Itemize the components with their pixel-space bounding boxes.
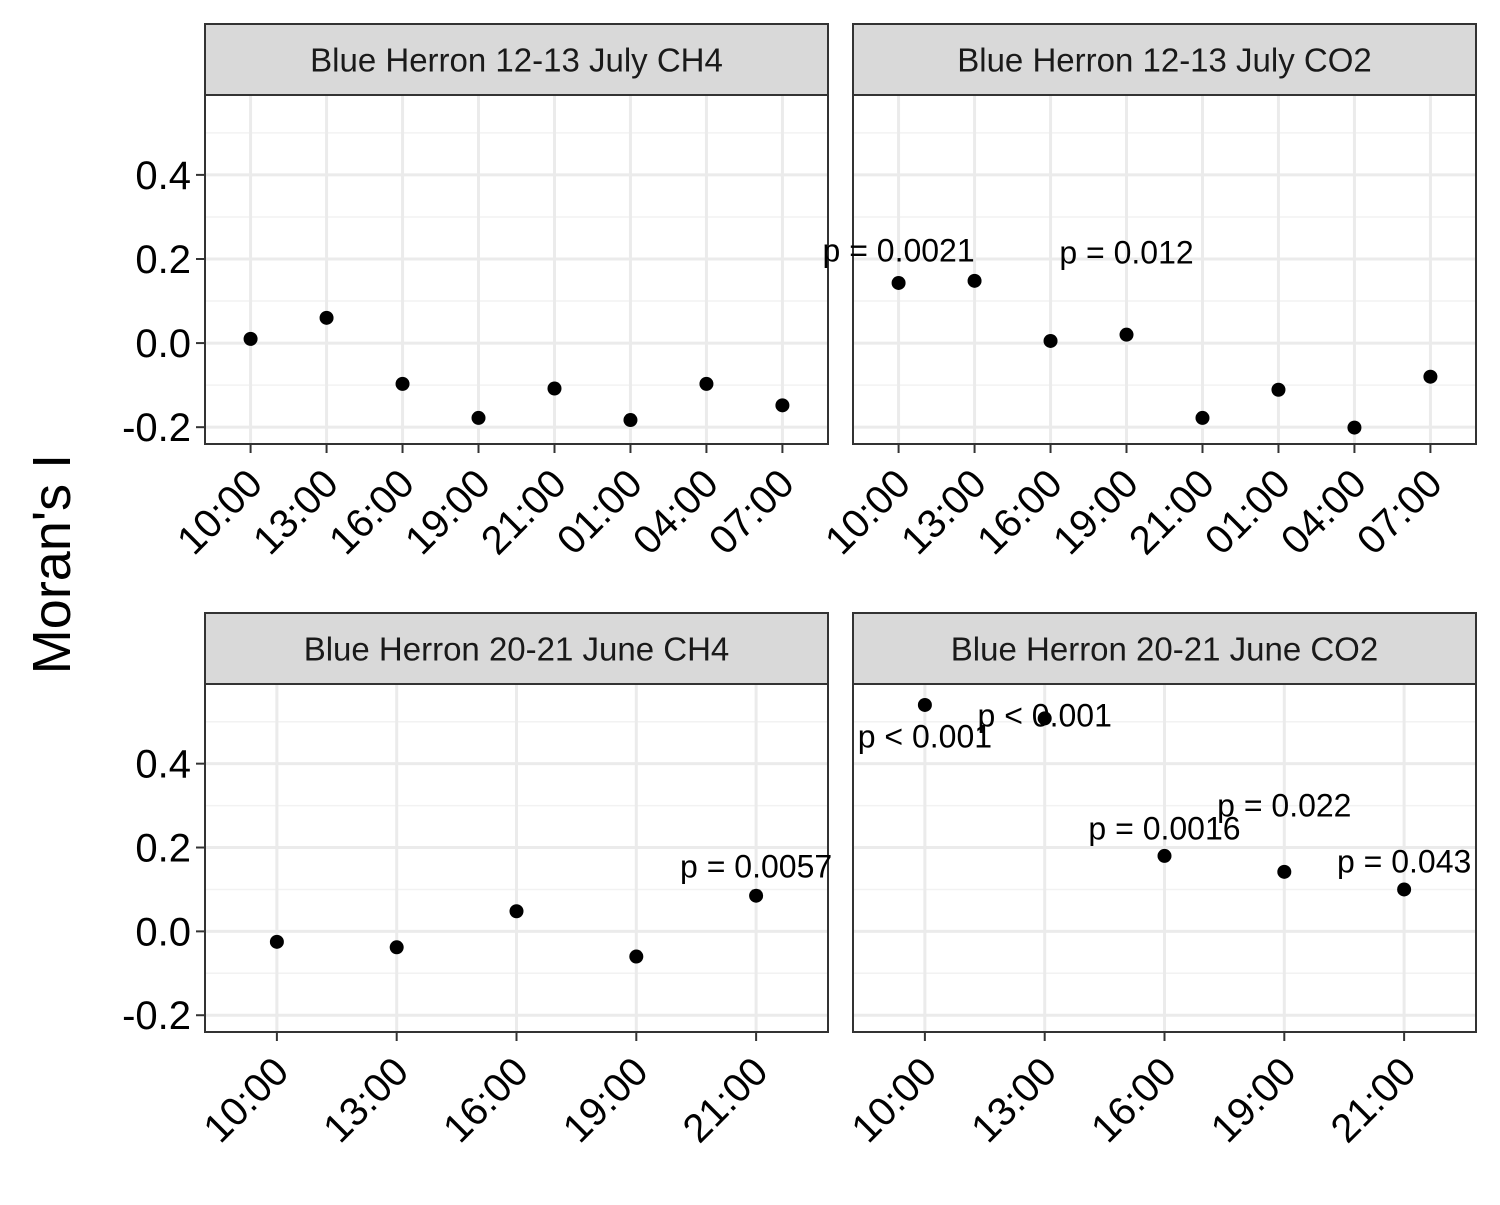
p-value-annotation: p < 0.001	[978, 697, 1112, 733]
data-point	[1397, 882, 1412, 897]
x-tick-label: 01:00	[549, 461, 651, 563]
x-tick-label: 10:00	[843, 1049, 945, 1151]
x-tick-label: 13:00	[893, 461, 995, 563]
data-point	[1423, 369, 1438, 384]
x-tick-label: 13:00	[315, 1049, 417, 1151]
x-tick-label: 16:00	[435, 1049, 537, 1151]
p-value-annotation: p = 0.0021	[823, 233, 975, 269]
data-point	[775, 398, 790, 413]
x-tick-label: 16:00	[1083, 1049, 1185, 1151]
facet-strip	[204, 612, 829, 685]
data-point	[749, 888, 764, 903]
data-point	[1119, 327, 1134, 342]
data-point	[1043, 333, 1058, 348]
y-tick-label: 0.4	[135, 154, 191, 198]
data-point	[509, 904, 524, 919]
x-tick-label: 16:00	[321, 461, 423, 563]
data-point	[1271, 382, 1286, 397]
p-value-annotation: p = 0.0016	[1088, 811, 1240, 847]
y-axis-title: Moran's I	[22, 454, 82, 674]
data-point	[389, 940, 404, 955]
x-tick-label: 01:00	[1197, 461, 1299, 563]
x-tick-label: 21:00	[1121, 461, 1223, 563]
x-tick-label: 13:00	[245, 461, 347, 563]
y-tick-label: -0.2	[122, 994, 191, 1038]
x-tick-label: 19:00	[1203, 1049, 1305, 1151]
data-point	[243, 331, 258, 346]
p-value-annotation: p = 0.0057	[680, 848, 832, 884]
data-point	[917, 697, 932, 712]
data-point	[471, 410, 486, 425]
y-tick-label: 0.4	[135, 743, 191, 787]
data-point	[623, 413, 638, 428]
x-tick-label: 07:00	[1349, 461, 1451, 563]
data-point	[395, 376, 410, 391]
x-tick-label: 13:00	[963, 1049, 1065, 1151]
x-tick-label: 07:00	[701, 461, 803, 563]
x-tick-label: 21:00	[473, 461, 575, 563]
data-point	[269, 934, 284, 949]
facet-title: Blue Herron 20-21 June CO2	[951, 631, 1378, 668]
x-tick-label: 04:00	[1273, 461, 1375, 563]
x-tick-label: 10:00	[195, 1049, 297, 1151]
y-tick-label: 0.2	[135, 827, 191, 871]
y-tick-label: 0.0	[135, 910, 191, 954]
p-value-annotation: p = 0.022	[1217, 788, 1351, 824]
y-tick-label: 0.0	[135, 322, 191, 366]
y-tick-label: 0.2	[135, 238, 191, 282]
data-point	[1195, 410, 1210, 425]
facet-title: Blue Herron 12-13 July CH4	[310, 42, 723, 79]
p-value-annotation: p = 0.043	[1337, 843, 1471, 879]
facet-strip	[204, 23, 829, 96]
panel-background	[205, 95, 828, 444]
data-point	[967, 273, 982, 288]
data-point	[1347, 420, 1362, 435]
data-point	[547, 381, 562, 396]
p-value-annotation: p < 0.001	[858, 718, 992, 754]
x-tick-label: 19:00	[397, 461, 499, 563]
data-point	[699, 376, 714, 391]
facet-title: Blue Herron 20-21 June CH4	[304, 631, 730, 668]
x-tick-label: 10:00	[169, 461, 271, 563]
x-tick-label: 21:00	[1323, 1049, 1425, 1151]
facet-title: Blue Herron 12-13 July CO2	[957, 42, 1372, 79]
data-point	[319, 310, 334, 325]
p-value-annotation: p = 0.012	[1059, 235, 1193, 271]
data-point	[891, 275, 906, 290]
y-tick-label: -0.2	[122, 406, 191, 450]
data-point	[1037, 711, 1052, 726]
x-tick-label: 10:00	[817, 461, 919, 563]
data-point	[629, 949, 644, 964]
facet-strip	[852, 612, 1477, 685]
x-tick-label: 04:00	[625, 461, 727, 563]
x-tick-label: 21:00	[675, 1049, 777, 1151]
data-point	[1157, 848, 1172, 863]
facet-strip	[852, 23, 1477, 96]
x-tick-label: 19:00	[555, 1049, 657, 1151]
x-tick-label: 19:00	[1045, 461, 1147, 563]
data-point	[1277, 864, 1292, 879]
x-tick-label: 16:00	[969, 461, 1071, 563]
